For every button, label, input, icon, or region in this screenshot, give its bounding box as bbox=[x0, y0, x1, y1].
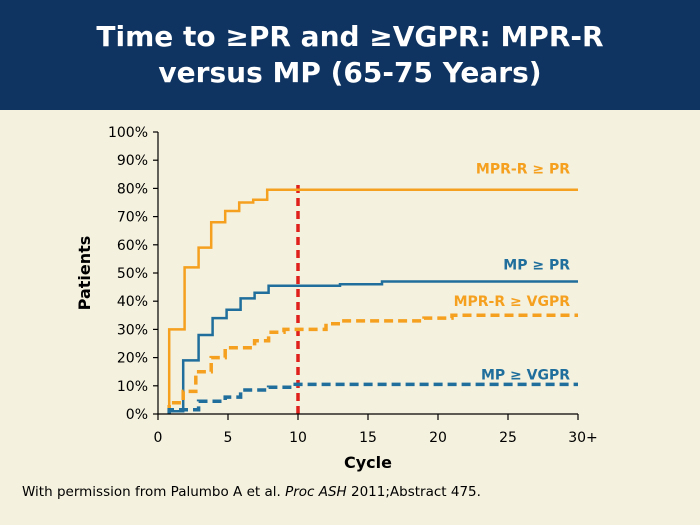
citation-journal: Proc ASH bbox=[285, 484, 347, 500]
x-tick-label-1: 5 bbox=[224, 430, 233, 446]
slide-title: Time to ≥PR and ≥VGPR: MPR-R versus MP (… bbox=[96, 20, 604, 89]
y-tick-label-1: 10% bbox=[117, 379, 148, 395]
y-tick-label-3: 30% bbox=[117, 322, 148, 338]
y-tick-label-10: 100% bbox=[108, 125, 148, 141]
series-labels-layer: MPR-R ≥ PR MP ≥ PR MPR-R ≥ VGPR MP ≥ VGPR bbox=[454, 162, 571, 384]
series-label-0: MPR-R ≥ PR bbox=[476, 162, 570, 178]
y-tick-label-0: 0% bbox=[126, 407, 148, 423]
step-chart: 0% 10% 20% 30% 40% 50% 60% 70% 80% 90% 100% 0 5 10 15 2… bbox=[75, 125, 598, 472]
series-label-3: MP ≥ VGPR bbox=[481, 368, 570, 384]
x-tick-label-4: 20 bbox=[429, 430, 447, 446]
series-label-1: MP ≥ PR bbox=[503, 258, 570, 274]
y-tick-label-8: 80% bbox=[117, 181, 148, 197]
title-banner: Time to ≥PR and ≥VGPR: MPR-R versus MP (… bbox=[0, 0, 700, 110]
y-tick-label-4: 40% bbox=[117, 294, 148, 310]
series-line-2 bbox=[167, 313, 578, 414]
y-tick-label-6: 60% bbox=[117, 238, 148, 254]
axes-layer: 0% 10% 20% 30% 40% 50% 60% 70% 80% 90% 100% 0 5 10 15 2… bbox=[108, 125, 598, 446]
citation-text-end: 2011;Abstract 475. bbox=[346, 484, 481, 500]
citation-text: With permission from Palumbo A et al. bbox=[22, 484, 286, 500]
series-layer bbox=[167, 188, 578, 414]
x-axis-title: Cycle bbox=[344, 453, 392, 472]
series-line-3 bbox=[167, 382, 578, 414]
x-tick-label-2: 10 bbox=[289, 430, 307, 446]
y-tick-label-9: 90% bbox=[117, 153, 148, 169]
y-tick-label-2: 20% bbox=[117, 351, 148, 367]
y-tick-label-5: 50% bbox=[117, 266, 148, 282]
x-tick-label-6: 30+ bbox=[568, 430, 598, 446]
x-tick-label-5: 25 bbox=[499, 430, 517, 446]
x-tick-label-3: 15 bbox=[359, 430, 377, 446]
x-tick-label-0: 0 bbox=[154, 430, 163, 446]
series-line-1 bbox=[167, 280, 578, 414]
y-axis-title: Patients bbox=[75, 236, 94, 311]
citation: With permission from Palumbo A et al. Pr… bbox=[22, 484, 481, 500]
series-label-2: MPR-R ≥ VGPR bbox=[454, 294, 571, 310]
series-line-0 bbox=[167, 188, 578, 414]
y-tick-label-7: 70% bbox=[117, 210, 148, 226]
